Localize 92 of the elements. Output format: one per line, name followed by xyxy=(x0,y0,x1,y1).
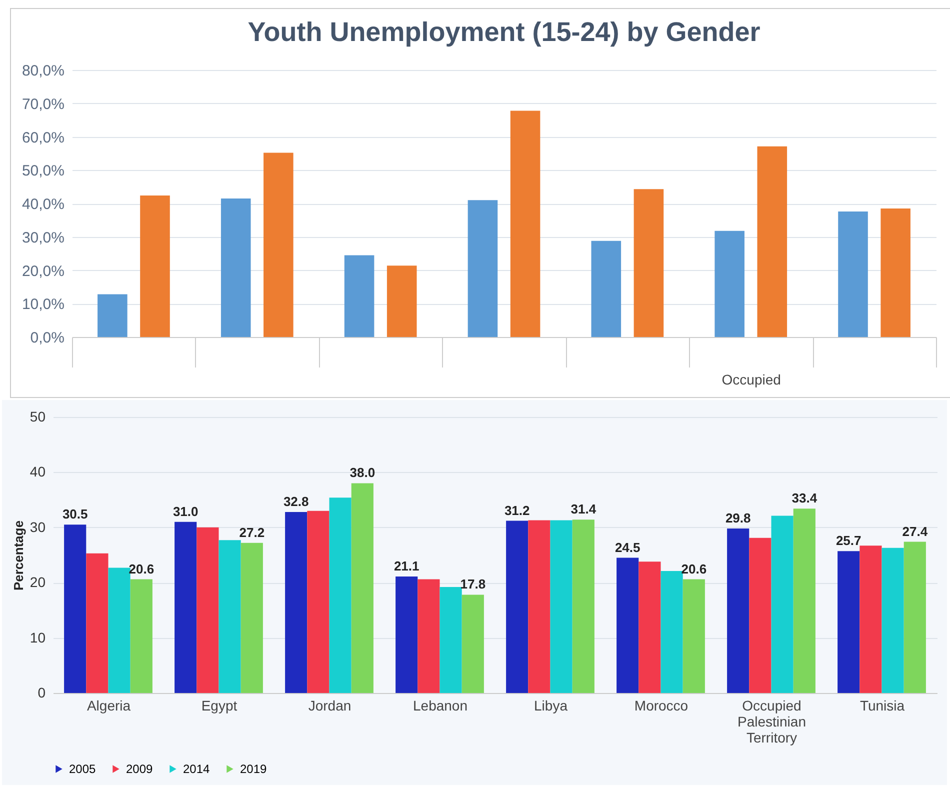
x-tick-label: Lebanon xyxy=(412,698,468,714)
bar xyxy=(174,522,197,693)
data-label: 25.7 xyxy=(836,533,862,548)
data-label: 24.5 xyxy=(614,540,640,555)
bar xyxy=(714,230,744,337)
bar xyxy=(880,208,910,337)
bar xyxy=(196,527,219,693)
bar xyxy=(838,212,868,337)
y-tick-label: 50 xyxy=(30,408,46,424)
data-label: 31.0 xyxy=(172,504,198,519)
data-label: 29.8 xyxy=(725,510,751,526)
x-tick-label: Tunisia xyxy=(860,698,905,714)
bar xyxy=(638,562,661,693)
bar xyxy=(591,240,622,337)
bar xyxy=(572,520,594,693)
bar xyxy=(329,498,352,693)
bar xyxy=(440,587,462,693)
bar xyxy=(771,516,794,693)
bar xyxy=(344,255,374,337)
bar xyxy=(506,520,528,693)
y-axis-title: Percentage xyxy=(10,520,26,591)
bar xyxy=(264,152,294,337)
bar xyxy=(285,512,308,693)
x-tick-label: Occupied xyxy=(722,372,781,388)
y-tick-label: 30,0% xyxy=(22,229,64,246)
bar xyxy=(468,200,498,337)
bar xyxy=(108,568,130,693)
bar xyxy=(462,594,484,693)
data-label: 20.6 xyxy=(681,561,707,576)
y-tick-label: 20,0% xyxy=(22,262,64,280)
bar xyxy=(418,579,440,693)
y-tick-label: 30 xyxy=(30,518,46,535)
bar xyxy=(64,524,86,693)
bar xyxy=(351,483,374,693)
bar xyxy=(386,266,417,337)
bar xyxy=(86,553,108,693)
x-tick-label: Jordan xyxy=(308,698,352,714)
bar xyxy=(396,576,418,693)
y-tick-label: 80,0% xyxy=(22,62,64,80)
x-tick-label: Algeria xyxy=(86,698,131,714)
x-tick-label: Occupied Palestinian Territory xyxy=(738,698,806,746)
data-label: 17.8 xyxy=(460,576,486,592)
bar xyxy=(727,528,750,693)
bar xyxy=(616,558,639,693)
bar xyxy=(218,540,241,693)
chart-title: Youth Unemployment (15-24) by Gender xyxy=(248,17,761,47)
bar xyxy=(904,542,926,693)
data-label: 27.2 xyxy=(239,524,265,540)
data-label: 21.1 xyxy=(394,558,420,574)
data-label: 33.4 xyxy=(792,490,818,506)
data-label: 31.2 xyxy=(504,502,530,518)
y-tick-label: 60,0% xyxy=(22,129,64,146)
legend-label: 2019 xyxy=(240,762,268,776)
data-label: 27.4 xyxy=(902,524,928,539)
y-tick-label: 10 xyxy=(30,629,46,646)
x-tick-label: Egypt xyxy=(201,698,238,714)
bar xyxy=(140,195,170,337)
bar xyxy=(550,520,572,693)
data-label: 32.8 xyxy=(283,494,309,509)
bar xyxy=(528,520,550,693)
x-tick-label: Libya xyxy=(534,698,568,714)
bar xyxy=(634,189,664,337)
bar xyxy=(793,508,816,693)
y-tick-label: 20 xyxy=(30,574,46,590)
bar xyxy=(98,294,128,337)
bar xyxy=(240,542,263,693)
bar xyxy=(882,548,904,693)
legend-label: 2014 xyxy=(183,762,210,776)
bar xyxy=(660,571,683,693)
bar xyxy=(749,538,772,693)
y-tick-label: 10,0% xyxy=(22,296,64,314)
data-label: 20.6 xyxy=(128,561,154,576)
data-label: 38.0 xyxy=(350,465,376,480)
legend-label: 2005 xyxy=(69,762,96,776)
y-tick-label: 50,0% xyxy=(22,162,64,180)
data-label: 30.5 xyxy=(62,506,88,522)
bar xyxy=(757,146,788,337)
bar xyxy=(838,551,860,693)
legend-label: 2009 xyxy=(126,762,154,776)
bar xyxy=(510,110,540,337)
y-tick-label: 40,0% xyxy=(22,196,64,213)
bar xyxy=(860,546,882,693)
bar xyxy=(220,198,251,337)
y-tick-label: 40 xyxy=(30,464,46,480)
bar xyxy=(682,579,705,693)
y-tick-label: 0 xyxy=(38,684,46,700)
bar xyxy=(130,579,152,693)
y-tick-label: 70,0% xyxy=(22,96,64,113)
x-tick-label: Morocco xyxy=(634,698,688,714)
data-label: 31.4 xyxy=(570,502,597,517)
y-tick-label: 0,0% xyxy=(30,330,64,346)
bar xyxy=(307,510,330,693)
